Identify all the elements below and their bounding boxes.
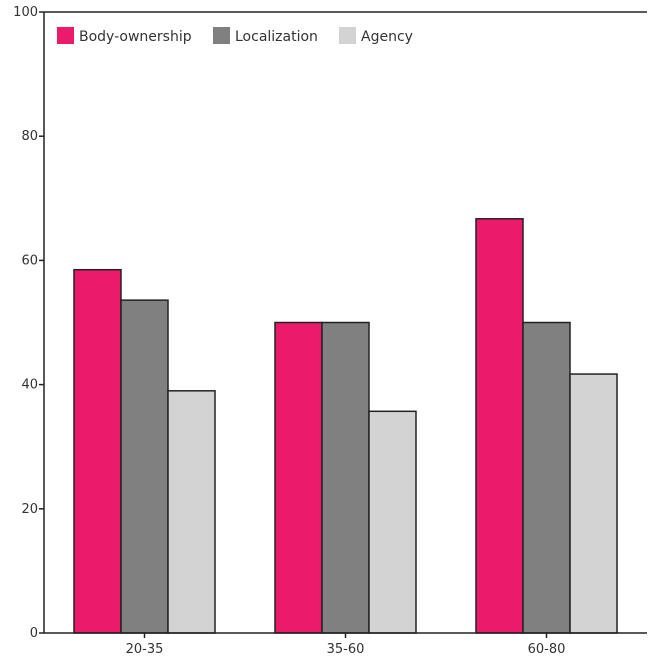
legend-swatch-agency — [339, 27, 356, 44]
bar-agency-60-80 — [569, 373, 618, 634]
x-tick-label: 35-60 — [327, 642, 365, 657]
bars-group — [73, 218, 618, 634]
bar-agency-20-35 — [167, 390, 216, 634]
legend-swatch-localization — [213, 27, 230, 44]
legend-label: Localization — [235, 29, 318, 45]
legend-label: Body-ownership — [79, 29, 192, 45]
legend-label: Agency — [361, 29, 413, 45]
bar-localization-60-80 — [522, 321, 571, 634]
bar-localization-35-60 — [321, 321, 370, 634]
y-tick-label: 0 — [30, 626, 38, 641]
legend: Body-ownership Localization Agency — [57, 27, 413, 45]
y-tick-label: 40 — [21, 378, 38, 393]
x-tick-label: 60-80 — [528, 642, 566, 657]
bar-body-ownership-60-80 — [475, 218, 524, 634]
y-tick-label: 60 — [21, 253, 38, 268]
bar-body-ownership-35-60 — [274, 321, 323, 634]
y-tick-label: 100 — [13, 5, 38, 20]
y-ticks-group: 0 20 40 60 80 100 — [13, 5, 44, 641]
x-ticks-group: 20-35 35-60 60-80 — [126, 633, 566, 657]
y-tick-label: 80 — [21, 129, 38, 144]
x-tick-label: 20-35 — [126, 642, 164, 657]
legend-swatch-body-ownership — [57, 27, 74, 44]
y-tick-label: 20 — [21, 502, 38, 517]
bar-agency-35-60 — [368, 410, 417, 634]
bar-localization-20-35 — [120, 299, 169, 634]
bar-body-ownership-20-35 — [73, 268, 122, 634]
